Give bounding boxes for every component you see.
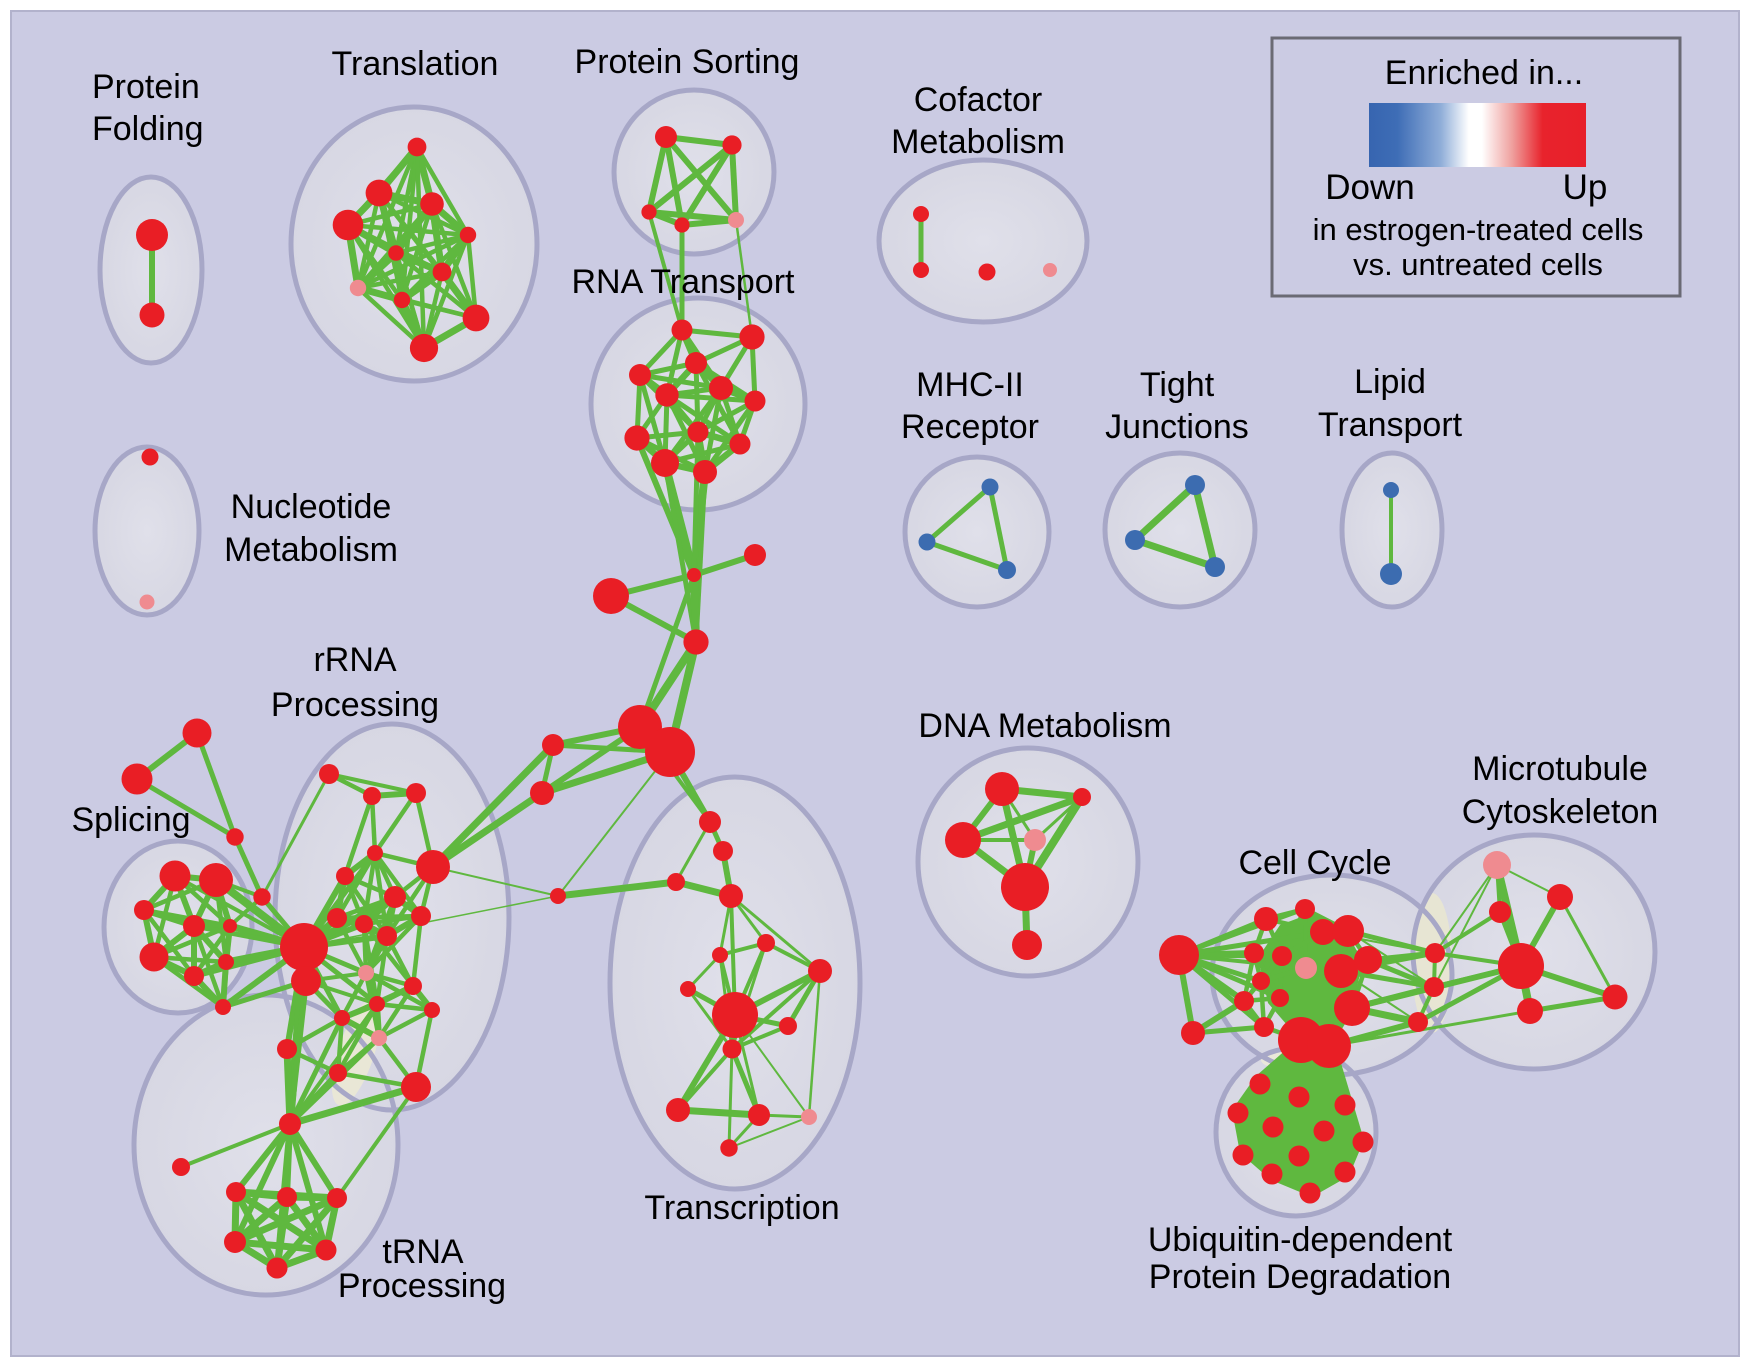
svg-text:Cell Cycle: Cell Cycle [1238, 844, 1391, 882]
svg-text:Processing: Processing [271, 686, 439, 724]
svg-text:Receptor: Receptor [901, 408, 1039, 446]
svg-text:Splicing: Splicing [71, 801, 190, 839]
svg-text:Tight: Tight [1140, 366, 1215, 404]
svg-text:Cytoskeleton: Cytoskeleton [1462, 793, 1659, 831]
svg-text:Up: Up [1563, 168, 1608, 207]
svg-text:tRNA: tRNA [382, 1233, 464, 1271]
svg-text:Protein Degradation: Protein Degradation [1149, 1258, 1451, 1296]
svg-text:Translation: Translation [332, 45, 499, 83]
svg-text:Down: Down [1325, 168, 1414, 207]
svg-text:Processing: Processing [338, 1267, 506, 1305]
svg-text:RNA Transport: RNA Transport [572, 263, 796, 301]
svg-text:Folding: Folding [92, 110, 204, 148]
svg-text:MHC-II: MHC-II [916, 366, 1024, 404]
svg-text:Metabolism: Metabolism [891, 123, 1065, 161]
svg-text:Cofactor: Cofactor [914, 81, 1043, 119]
svg-text:Microtubule: Microtubule [1472, 750, 1648, 788]
svg-text:Metabolism: Metabolism [224, 531, 398, 569]
svg-text:Junctions: Junctions [1105, 408, 1249, 446]
svg-text:Lipid: Lipid [1354, 363, 1426, 401]
svg-text:vs. untreated cells: vs. untreated cells [1353, 247, 1603, 282]
svg-text:Enriched in...: Enriched in... [1385, 54, 1583, 92]
svg-text:Nucleotide: Nucleotide [231, 488, 392, 526]
svg-text:Protein Sorting: Protein Sorting [575, 43, 800, 81]
svg-text:in estrogen-treated cells: in estrogen-treated cells [1313, 212, 1644, 247]
svg-text:Transcription: Transcription [644, 1189, 839, 1227]
svg-text:Protein: Protein [92, 68, 200, 106]
svg-text:Ubiquitin-dependent: Ubiquitin-dependent [1148, 1221, 1453, 1259]
svg-text:rRNA: rRNA [313, 641, 396, 679]
svg-text:Transport: Transport [1318, 406, 1463, 444]
svg-text:DNA Metabolism: DNA Metabolism [918, 707, 1171, 745]
